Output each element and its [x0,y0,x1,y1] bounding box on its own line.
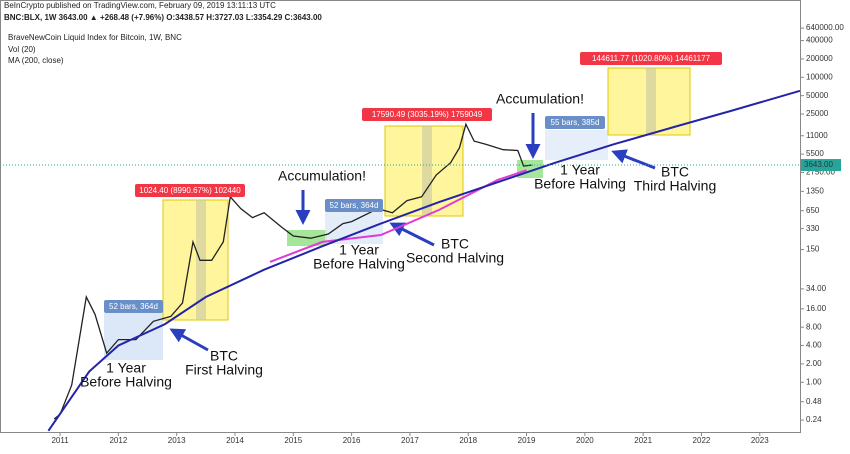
plot-frame [0,0,801,433]
y-tick-label: 650 [806,206,820,215]
symbol: BraveNewCoin Liquid Index for Bitcoin, 1… [8,33,182,42]
annotation: BTC [661,164,689,180]
range-box [162,199,229,321]
x-tick-label: 2023 [751,436,769,445]
y-tick-label: 8.00 [806,322,822,331]
annotation: Before Halving [534,176,626,192]
y-tick-label: 25000 [806,109,829,118]
x-tick-label: 2020 [576,436,594,445]
annotation: Second Halving [406,250,504,266]
x-tick-label: 2011 [51,436,69,445]
y-tick-label: 2750.00 [806,168,835,177]
y-tick-label: 4.00 [806,341,822,350]
range-box [422,126,432,216]
arrow [169,328,209,352]
annotation: Accumulation! [496,91,584,107]
bar-label: 55 bars, 385d [551,118,600,127]
annotation: Accumulation! [278,168,366,184]
study: MA (200, close) [8,56,64,65]
y-tick-label: 16.00 [806,304,827,313]
publisher: BeInCrypto published on TradingView.com,… [4,1,276,10]
y-tick-label: 640000.00 [806,23,844,32]
annotation: Before Halving [80,374,172,390]
range-box [104,313,163,360]
series-line [47,89,801,432]
x-tick-label: 2019 [518,436,536,445]
x-tick-label: 2015 [284,436,302,445]
x-tick-label: 2018 [459,436,477,445]
x-tick-label: 2022 [693,436,711,445]
quote: BNC:BLX, 1W 3643.00 ▲ +268.48 (+7.96%) O… [4,13,322,22]
y-tick-label: 50000 [806,91,829,100]
last-price-box [801,159,841,172]
range-label-box [362,108,492,121]
y-tick-label: 34.00 [806,284,827,293]
y-tick-label: 330 [806,224,820,233]
range-label: 144611.77 (1020.80%) 14461177 [592,54,711,63]
bar-label: 52 bars, 364d [109,302,158,311]
last-price-label: 3643.00 [804,160,833,169]
x-tick-label: 2017 [401,436,419,445]
y-tick-label: 11000 [806,131,828,140]
annotation: BTC [210,348,238,364]
y-tick-label: 200000 [806,54,833,63]
annotation: First Halving [185,362,263,378]
y-tick-label: 5500 [806,149,824,158]
bar-label-box [545,116,605,129]
y-tick-label: 0.24 [806,415,822,424]
series-line [53,122,533,420]
y-tick-label: 150 [806,245,820,254]
annotation: Third Halving [634,178,716,194]
range-box [646,68,656,135]
bar-label-box [325,199,383,212]
x-tick-label: 2013 [168,436,186,445]
range-label-box [580,52,722,65]
bar-label: 52 bars, 364d [330,201,379,210]
x-tick-label: 2014 [226,436,244,445]
annotation: BTC [441,236,469,252]
y-tick-label: 100000 [806,72,833,81]
y-tick-label: 400000 [806,36,833,45]
annotation: 1 Year [106,360,146,376]
x-tick-label: 2016 [343,436,361,445]
arrow [611,149,656,170]
bar-label-box [104,300,163,313]
annotation: Before Halving [313,256,405,272]
y-tick-label: 2.00 [806,359,822,368]
x-tick-label: 2012 [109,436,127,445]
annotation: 1 Year [339,242,379,258]
range-label-box [135,184,245,197]
series-line [269,169,527,263]
range-label: 17590.49 (3035.19%) 1759049 [372,110,483,119]
y-tick-label: 1350 [806,186,824,195]
y-tick-label: 0.48 [806,397,822,406]
range-label: 1024.40 (8990.67%) 102440 [139,186,241,195]
y-tick-label: 1.00 [806,377,822,386]
x-tick-label: 2021 [634,436,652,445]
study: Vol (20) [8,45,36,54]
annotation: 1 Year [560,162,600,178]
